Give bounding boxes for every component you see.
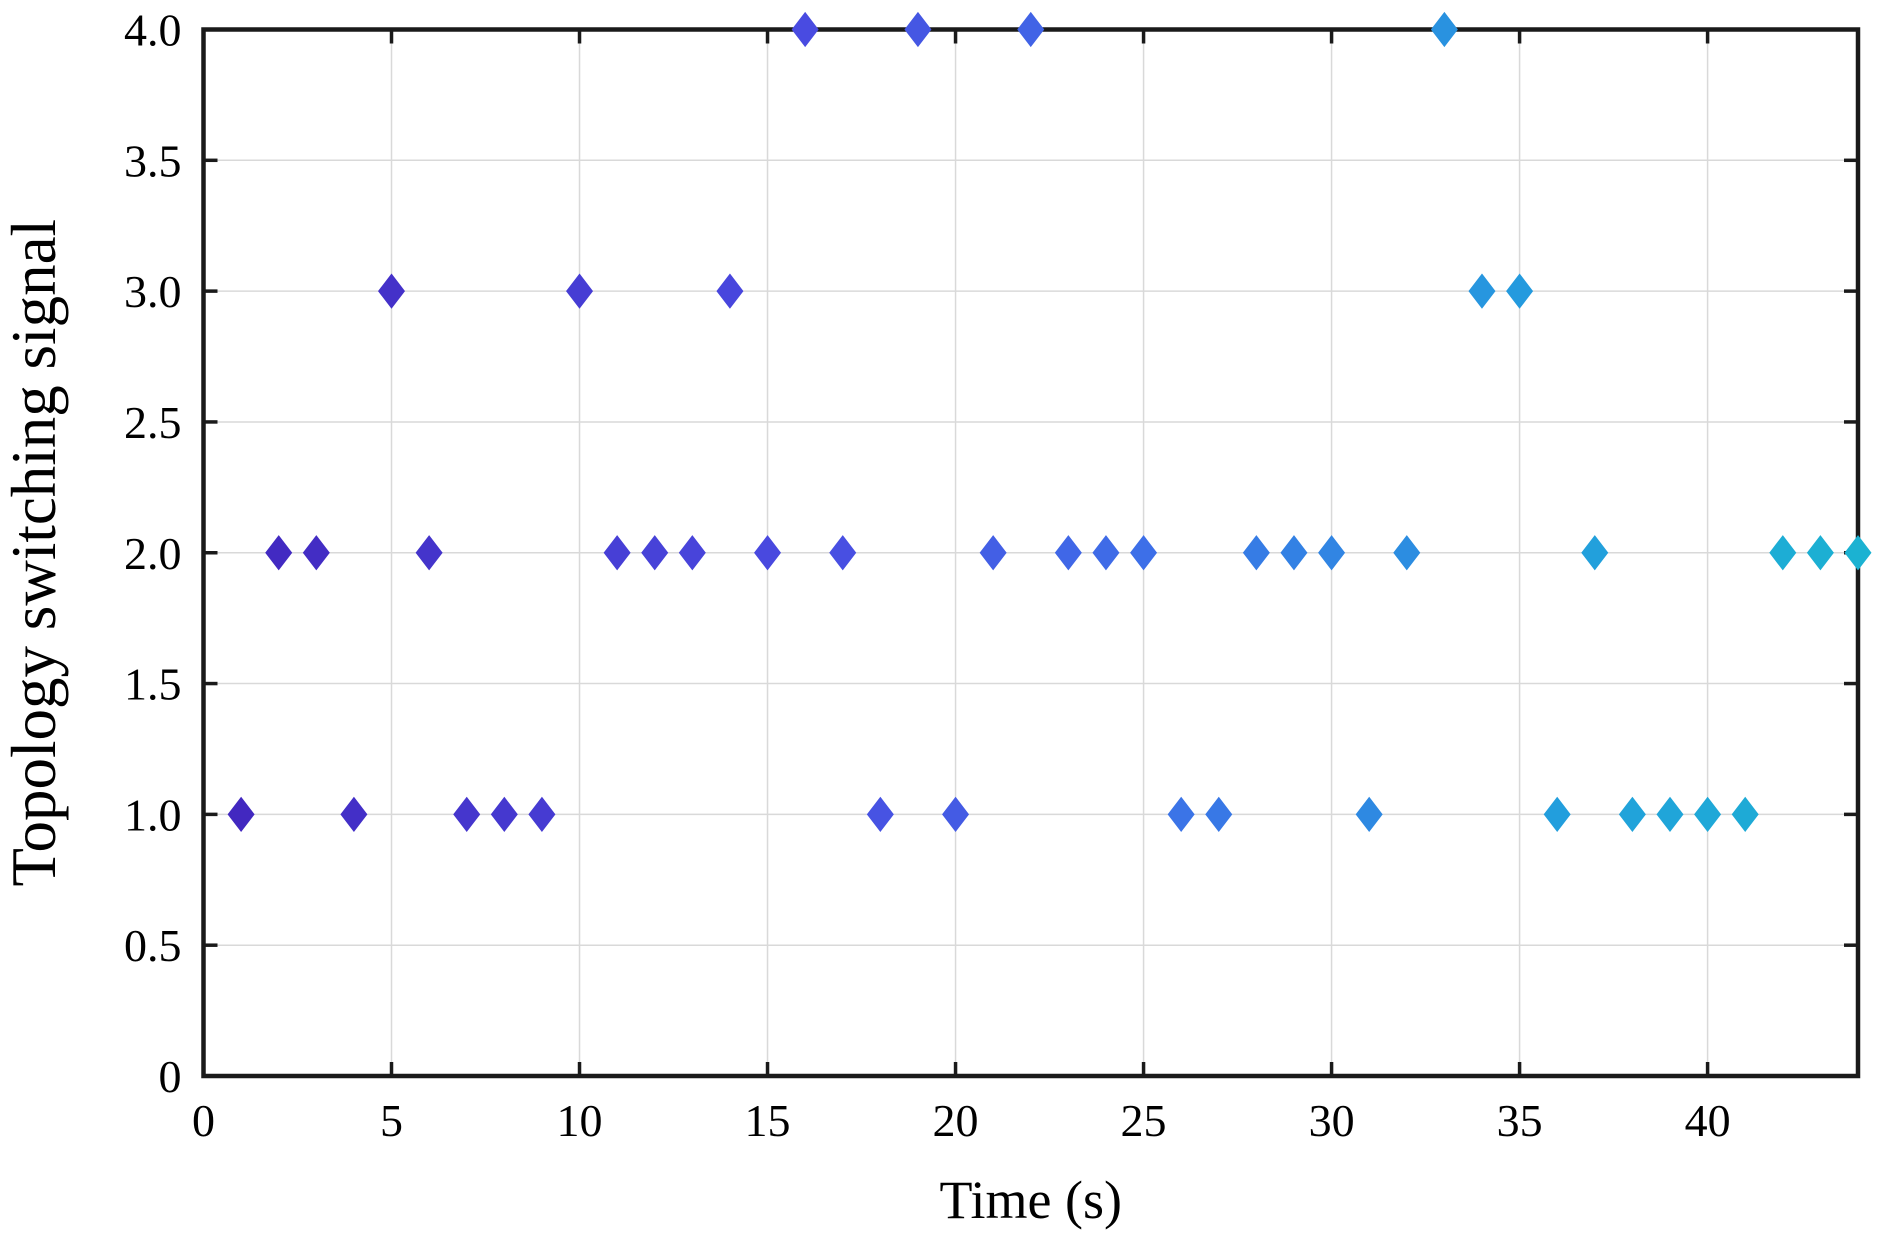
svg-text:0.5: 0.5 — [124, 920, 182, 971]
svg-text:40: 40 — [1685, 1095, 1731, 1146]
svg-text:Time (s): Time (s) — [939, 1170, 1122, 1230]
svg-text:15: 15 — [745, 1095, 791, 1146]
svg-text:2.5: 2.5 — [124, 397, 182, 448]
svg-text:0: 0 — [159, 1051, 182, 1102]
svg-text:0: 0 — [192, 1095, 215, 1146]
svg-text:35: 35 — [1497, 1095, 1543, 1146]
svg-text:1.5: 1.5 — [124, 659, 182, 710]
svg-text:10: 10 — [557, 1095, 603, 1146]
svg-text:2.0: 2.0 — [124, 528, 182, 579]
svg-text:Topology switching signal: Topology switching signal — [0, 219, 69, 887]
svg-text:4.0: 4.0 — [124, 5, 182, 56]
svg-text:20: 20 — [933, 1095, 979, 1146]
svg-text:1.0: 1.0 — [124, 789, 182, 840]
svg-text:30: 30 — [1309, 1095, 1355, 1146]
svg-text:25: 25 — [1121, 1095, 1167, 1146]
svg-text:5: 5 — [380, 1095, 403, 1146]
svg-text:3.0: 3.0 — [124, 266, 182, 317]
svg-text:3.5: 3.5 — [124, 135, 182, 186]
